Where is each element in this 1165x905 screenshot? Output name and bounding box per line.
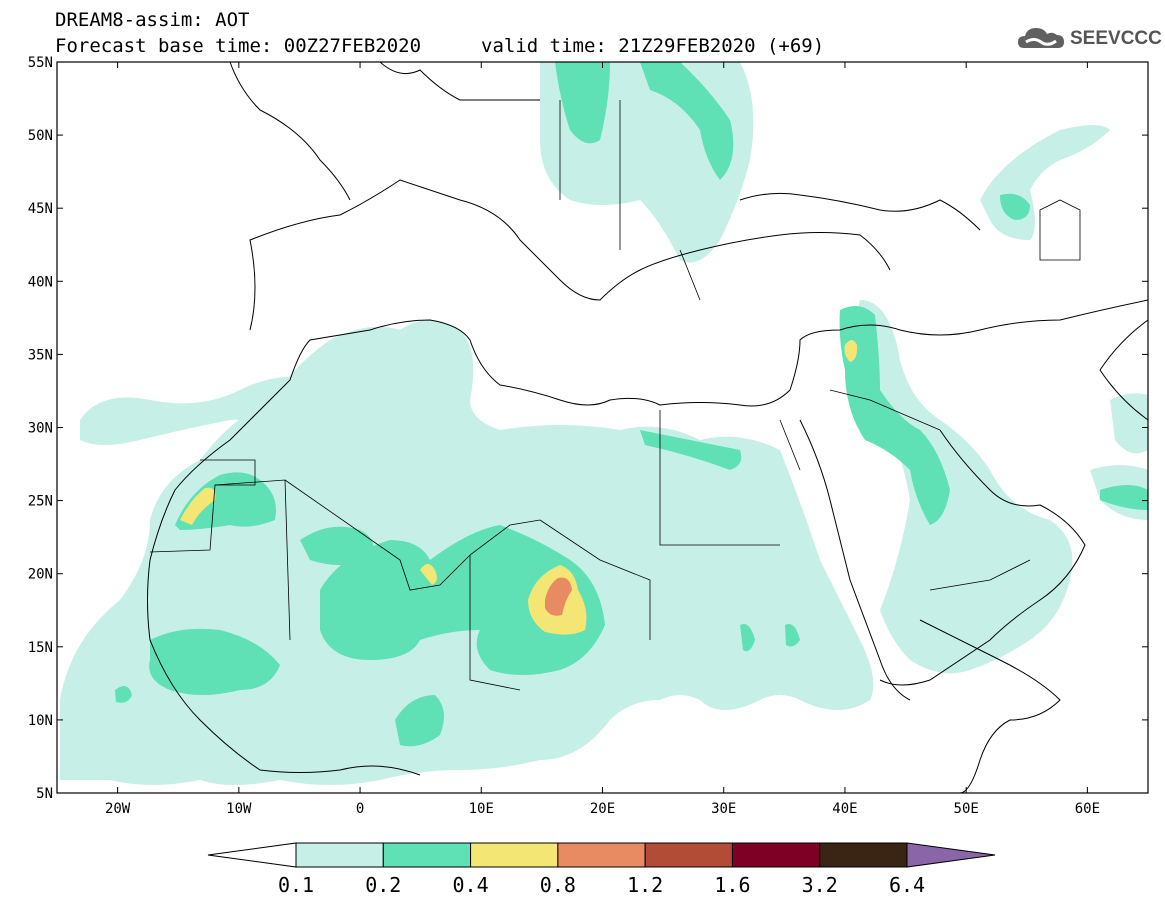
colorbar-label: 6.4 xyxy=(889,873,925,897)
forecast-base-time: Forecast base time: 00Z27FEB2020 xyxy=(55,35,422,57)
aot-level-0.2 xyxy=(115,62,1148,747)
lat-tick-label: 50N xyxy=(28,128,53,144)
latitude-axis: 55N 50N 45N 40N 35N 30N 25N 20N 15N 10N 5N xyxy=(28,55,1148,802)
lon-tick-label: 60E xyxy=(1075,801,1100,817)
colorbar-low-triangle xyxy=(207,842,297,868)
colorbar-segment xyxy=(644,842,733,868)
aot-level-0.8 xyxy=(545,577,572,616)
colorbar-segment xyxy=(819,842,908,868)
colorbar-segment xyxy=(470,842,559,868)
lon-tick-label: 30E xyxy=(711,801,736,817)
lat-tick-label: 30N xyxy=(28,421,53,437)
valid-time: valid time: 21Z29FEB2020 (+69) xyxy=(481,35,825,57)
lon-tick-label: 10W xyxy=(226,801,252,817)
lat-tick-label: 20N xyxy=(28,567,53,583)
lat-tick-label: 25N xyxy=(28,494,53,510)
lat-tick-label: 40N xyxy=(28,274,53,290)
lat-tick-label: 10N xyxy=(28,713,53,729)
lon-tick-label: 20W xyxy=(105,801,131,817)
aot-contours xyxy=(60,62,1148,785)
lon-tick-label: 20E xyxy=(590,801,615,817)
lon-tick-label: 40E xyxy=(832,801,857,817)
seevccc-logo: SEEVCCC xyxy=(1016,22,1162,56)
lat-tick-label: 35N xyxy=(28,347,53,363)
lon-tick-label: 10E xyxy=(469,801,494,817)
coastlines xyxy=(147,62,1148,793)
colorbar-label: 0.2 xyxy=(365,873,401,897)
lat-tick-label: 55N xyxy=(28,55,53,71)
borders xyxy=(149,100,1081,691)
colorbar-label: 0.1 xyxy=(278,873,314,897)
logo-text: SEEVCCC xyxy=(1070,28,1162,49)
colorbar-label: 3.2 xyxy=(802,873,838,897)
colorbar: 0.1 0.2 0.4 0.8 1.2 1.6 3.2 6.4 xyxy=(207,842,996,897)
lon-tick-label: 0 xyxy=(356,801,364,817)
colorbar-segment xyxy=(382,842,472,868)
colorbar-label: 0.8 xyxy=(540,873,576,897)
colorbar-segment xyxy=(295,842,384,868)
cloud-logo-icon xyxy=(1018,28,1064,48)
lon-tick-label: 50E xyxy=(954,801,979,817)
map-title: DREAM8-assim: AOT xyxy=(55,9,250,31)
colorbar-segment xyxy=(557,842,646,868)
colorbar-label: 0.4 xyxy=(453,873,489,897)
lat-tick-label: 45N xyxy=(28,201,53,217)
colorbar-label: 1.6 xyxy=(714,873,750,897)
lat-tick-label: 15N xyxy=(28,640,53,656)
lat-tick-label: 5N xyxy=(36,786,53,802)
colorbar-high-triangle xyxy=(906,842,996,868)
colorbar-segment xyxy=(731,842,821,868)
longitude-axis: 20W 10W 0 10E 20E 30E 40E 50E 60E xyxy=(105,62,1100,817)
colorbar-label: 1.2 xyxy=(627,873,663,897)
